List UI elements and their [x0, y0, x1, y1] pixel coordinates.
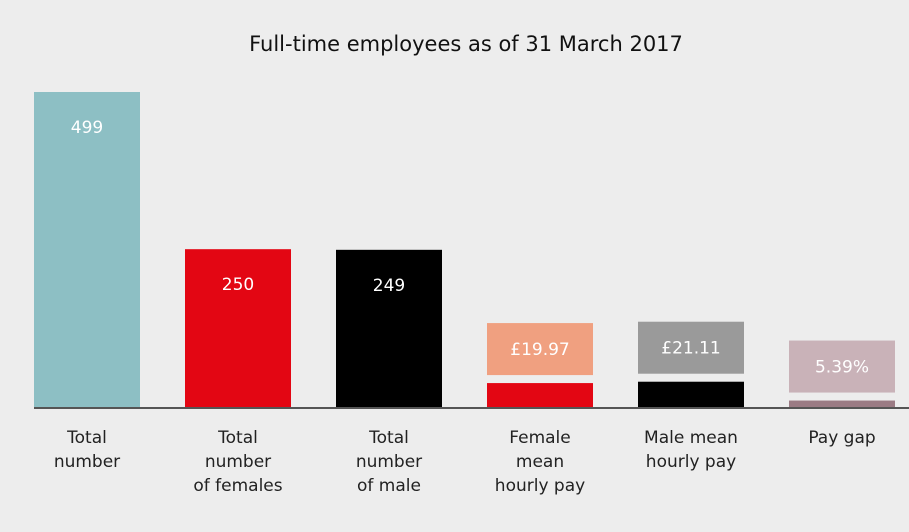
x-tick-label: number	[356, 452, 422, 472]
bar	[487, 383, 593, 407]
value-label-box	[638, 321, 744, 374]
value-label: £21.11	[661, 339, 720, 359]
value-label: £19.97	[510, 340, 569, 360]
x-tick-label: Total	[217, 428, 258, 448]
x-tick-label: Female	[509, 428, 570, 448]
x-tick-label: Pay gap	[808, 428, 875, 448]
x-tick-label: of male	[357, 476, 421, 496]
x-tick-label: mean	[516, 452, 564, 472]
x-tick-label: number	[205, 452, 271, 472]
value-label-box	[789, 340, 895, 393]
bar	[34, 92, 140, 407]
value-label: 249	[373, 276, 405, 296]
x-tick-label: Total	[368, 428, 409, 448]
x-tick-label: Male mean	[644, 428, 738, 448]
bar	[336, 249, 442, 407]
value-label-box	[487, 323, 593, 376]
value-label: 250	[222, 275, 254, 295]
x-tick-label: hourly pay	[495, 476, 585, 496]
x-tick-label: Total	[66, 428, 107, 448]
x-tick-label: number	[54, 452, 120, 472]
bar	[789, 400, 895, 407]
x-tick-label: of females	[193, 476, 282, 496]
x-tick-label: hourly pay	[646, 452, 736, 472]
value-label: 5.39%	[815, 358, 869, 378]
chart-title: Full-time employees as of 31 March 2017	[249, 32, 683, 56]
bar	[638, 381, 744, 407]
bar	[185, 249, 291, 407]
value-label: 499	[71, 118, 103, 138]
